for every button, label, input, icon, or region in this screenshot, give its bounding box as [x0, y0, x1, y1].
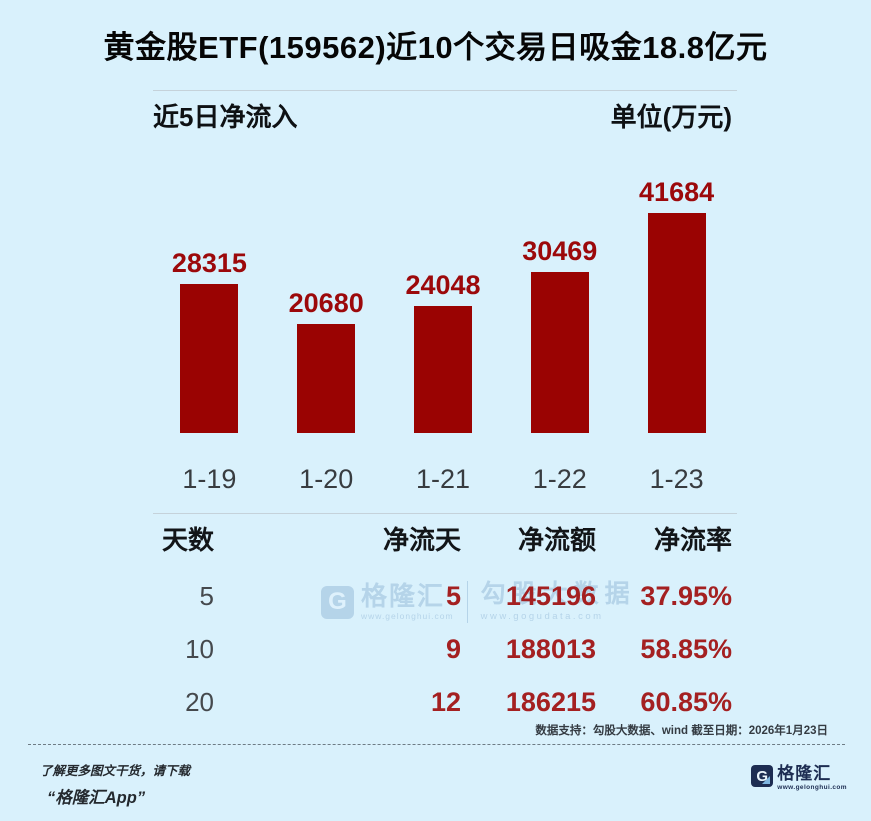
watermark-gogudata-name: 勾股大数据 — [480, 580, 636, 608]
x-axis-tick: 1-20 — [299, 464, 354, 494]
x-axis-tick: 1-21 — [415, 464, 471, 494]
brand-url: www.gelonghui.com — [777, 784, 847, 791]
gelonghui-watermark-icon: G — [321, 585, 354, 619]
divider-dashed — [28, 744, 845, 745]
watermark-brand-name: 格隆汇 — [361, 581, 446, 611]
watermark-gogudata-url: www.gogudata.com — [480, 611, 604, 622]
x-axis-tick: 1-19 — [182, 464, 237, 494]
table-header-net-days: 净流天 — [382, 524, 461, 555]
table-cell-net-rate: 58.85% — [640, 634, 732, 664]
bar-chart: 28315 20680 24048 30469 41684 — [151, 158, 735, 433]
bar — [530, 272, 589, 433]
bar-value-label: 41684 — [639, 177, 715, 207]
app-promo: 了解更多图文干货，请下载 “格隆汇App” — [40, 760, 190, 808]
x-axis-tick: 1-22 — [532, 464, 587, 494]
table-cell-net-days: 12 — [430, 687, 461, 717]
data-source-note: 数据支持：勾股大数据、wind 截至日期：2026年1月23日 — [535, 725, 828, 737]
bar-column: 28315 — [151, 158, 268, 433]
watermark-brand-url: www.gelonghui.com — [361, 611, 454, 621]
gogudata-watermark-text: 勾股大数据 www.gogudata.com — [480, 580, 636, 623]
table-cell-net-days: 5 — [445, 581, 461, 611]
table-header-days: 天数 — [161, 524, 214, 555]
gelonghui-logo-icon: G — [751, 765, 774, 787]
bar — [180, 284, 239, 433]
bar-value-label: 30469 — [522, 236, 598, 266]
x-axis-labels: 1-19 1-20 1-21 1-22 1-23 — [151, 464, 735, 495]
table-cell-net-rate: 60.85% — [640, 687, 732, 717]
bar — [413, 306, 472, 433]
page-title: 黄金股ETF(159562)近10个交易日吸金18.8亿元 — [103, 30, 768, 65]
bar — [647, 213, 706, 433]
chart-subtitle: 近5日净流入 — [153, 102, 298, 132]
bar-value-label: 24048 — [405, 270, 481, 300]
gelonghui-brand: G 格隆汇 www.gelonghui.com — [751, 765, 847, 791]
bar-column: 41684 — [618, 158, 735, 433]
watermark-divider — [466, 581, 468, 623]
bar-value-label: 28315 — [171, 248, 247, 278]
bar-value-label: 20680 — [288, 288, 364, 318]
summary-table: 天数 净流天 净流额 净流率 5 5 145196 37.95% 10 9 18… — [153, 517, 732, 729]
table-cell-net-days: 9 — [445, 634, 461, 664]
table-cell-days: 10 — [185, 634, 214, 664]
center-watermark: G 格隆汇 www.gelonghui.com 勾股大数据 www.goguda… — [321, 581, 636, 623]
promo-line-1: 了解更多图文干货，请下载 — [40, 764, 191, 778]
bar — [297, 324, 356, 433]
divider-top — [153, 90, 737, 91]
logo-letter: G — [756, 767, 769, 785]
logo-arrow-icon — [762, 776, 771, 784]
table-cell-net-rate: 37.95% — [640, 581, 732, 611]
table-cell-net-amount: 145196 — [505, 581, 596, 611]
table-cell-net-amount: 188013 — [505, 634, 596, 664]
table-cell-net-amount: 186215 — [505, 687, 596, 717]
table-cell-days: 5 — [199, 581, 214, 611]
chart-header: 近5日净流入 单位(万元) — [153, 97, 732, 134]
table-header-net-rate: 净流率 — [653, 524, 732, 555]
x-axis-tick: 1-23 — [649, 464, 704, 494]
gelonghui-brand-text: 格隆汇 www.gelonghui.com — [777, 765, 847, 791]
table-cell-days: 20 — [185, 687, 214, 717]
gelonghui-watermark-text: 格隆汇 www.gelonghui.com — [361, 583, 454, 621]
chart-unit-label: 单位(万元) — [610, 102, 732, 132]
divider-middle — [153, 513, 737, 514]
promo-line-2: “格隆汇App” — [47, 789, 146, 807]
bar-column: 20680 — [268, 158, 385, 433]
brand-name: 格隆汇 — [777, 764, 832, 783]
bar-column: 24048 — [385, 158, 502, 433]
bar-column: 30469 — [501, 158, 618, 433]
table-header-net-amount: 净流额 — [517, 524, 596, 555]
